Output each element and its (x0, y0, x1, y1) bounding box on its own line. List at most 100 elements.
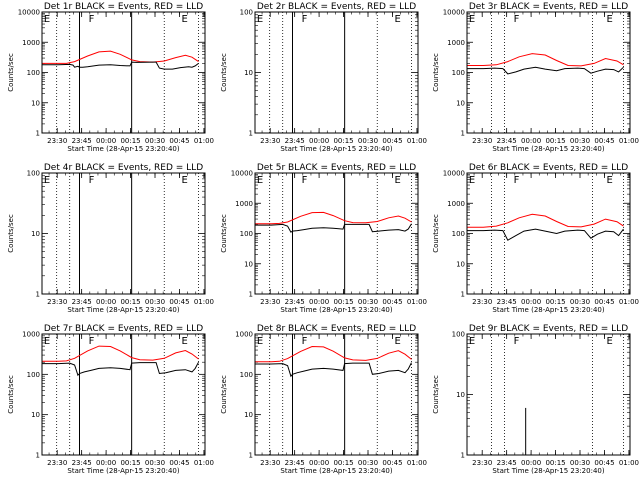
marker-e: E (607, 336, 613, 347)
marker-e: E (395, 14, 401, 25)
x-tick-label: 01:00 (619, 137, 639, 145)
y-tick-label: 10000 (231, 170, 253, 178)
x-tick-label: 01:00 (407, 459, 427, 467)
marker-f: F (302, 175, 308, 186)
x-axis-label: Start Time (28-Apr-15 23:20:40) (492, 306, 604, 314)
series-lld-line (42, 345, 199, 362)
marker-e: E (257, 336, 263, 347)
plot-frame (41, 11, 206, 134)
y-tick-label: 1 (461, 130, 465, 138)
marker-e: E (607, 14, 613, 25)
panel-title: Det 1r BLACK = Events, RED = LLD (44, 2, 203, 12)
marker-e: E (257, 175, 263, 186)
x-tick-label: 23:30 (260, 137, 280, 145)
panel-title: Det 4r BLACK = Events, RED = LLD (44, 163, 203, 173)
marker-e: E (182, 14, 188, 25)
x-tick-label: 00:00 (309, 459, 329, 467)
x-tick-label: 23:45 (285, 459, 305, 467)
marker-e: E (469, 336, 475, 347)
y-tick-label: 1 (249, 130, 253, 138)
x-tick-label: 23:30 (47, 459, 67, 467)
y-tick-label: 1000 (447, 200, 465, 208)
y-tick-label: 10 (456, 99, 465, 107)
panel-8: Det 8r BLACK = Events, RED = LLD 1 10 100 10… (220, 324, 427, 475)
y-tick-label: 100 (27, 371, 40, 379)
x-axis-label: Start Time (28-Apr-15 23:20:40) (67, 306, 179, 314)
marker-e: E (44, 14, 50, 25)
marker-f: F (302, 336, 308, 347)
y-tick-label: 100 (240, 230, 253, 238)
marker-e: E (395, 175, 401, 186)
panel-title: Det 6r BLACK = Events, RED = LLD (469, 163, 628, 173)
x-tick-label: 23:30 (472, 298, 492, 306)
panel-title: Det 3r BLACK = Events, RED = LLD (469, 2, 628, 12)
x-tick-label: 23:45 (72, 137, 92, 145)
y-axis-label: Counts/sec (7, 214, 15, 253)
panel-1: Det 1r BLACK = Events, RED = LLD 1 10 100 10… (7, 2, 214, 153)
y-axis-label: Counts/sec (220, 214, 228, 253)
marker-f: F (514, 175, 520, 186)
y-tick-label: 1000 (235, 331, 253, 339)
x-tick-label: 01:00 (619, 298, 639, 306)
y-tick-label: 1000 (235, 200, 253, 208)
y-tick-label: 10 (244, 260, 253, 268)
marker-e: E (257, 14, 263, 25)
series-events-line (467, 66, 624, 75)
series-lld-line (467, 53, 624, 67)
x-axis-label: Start Time (28-Apr-15 23:20:40) (280, 145, 392, 153)
x-tick-label: 00:30 (570, 459, 590, 467)
y-tick-label: 1 (249, 452, 253, 460)
x-tick-label: 00:00 (521, 137, 541, 145)
plot-frame (466, 11, 631, 134)
x-tick-label: 00:15 (545, 459, 565, 467)
plot-frame (254, 11, 419, 134)
panel-title: Det 7r BLACK = Events, RED = LLD (44, 324, 203, 334)
plot-frame (254, 172, 419, 295)
x-tick-label: 00:45 (382, 459, 402, 467)
panel-7: Det 7r BLACK = Events, RED = LLD 1 10 100 10… (7, 324, 214, 475)
x-tick-label: 01:00 (194, 459, 214, 467)
panel-5: Det 5r BLACK = Events, RED = LLD 1 10 100 10… (220, 163, 427, 314)
x-tick-label: 00:30 (358, 459, 378, 467)
x-tick-label: 00:15 (333, 298, 353, 306)
series-events-line (467, 228, 624, 241)
panel-title: Det 2r BLACK = Events, RED = LLD (257, 2, 416, 12)
x-tick-label: 23:45 (497, 459, 517, 467)
marker-f: F (514, 14, 520, 25)
y-tick-label: 100 (452, 331, 465, 339)
panel-3: Det 3r BLACK = Events, RED = LLD 1 10 100 10… (432, 2, 639, 153)
y-tick-label: 1 (249, 291, 253, 299)
series-lld-line (42, 50, 199, 64)
marker-f: F (302, 14, 308, 25)
marker-e: E (44, 336, 50, 347)
plot-frame (41, 172, 206, 295)
x-tick-label: 00:00 (96, 298, 116, 306)
x-tick-label: 00:00 (309, 137, 329, 145)
y-axis-label: Counts/sec (432, 375, 440, 414)
plot-frame (254, 333, 419, 456)
x-axis-label: Start Time (28-Apr-15 23:20:40) (67, 467, 179, 475)
plot-frame (466, 172, 631, 295)
y-tick-label: 100 (27, 69, 40, 77)
x-tick-label: 00:30 (570, 137, 590, 145)
y-tick-label: 1000 (22, 39, 40, 47)
y-axis-label: Counts/sec (432, 53, 440, 92)
y-tick-label: 100 (27, 170, 40, 178)
x-tick-label: 00:45 (382, 137, 402, 145)
x-tick-label: 00:00 (521, 459, 541, 467)
x-tick-label: 00:15 (333, 459, 353, 467)
x-tick-label: 00:45 (594, 298, 614, 306)
x-tick-label: 00:00 (521, 298, 541, 306)
x-tick-label: 00:15 (120, 459, 140, 467)
x-axis-label: Start Time (28-Apr-15 23:20:40) (280, 306, 392, 314)
marker-f: F (514, 336, 520, 347)
y-tick-label: 100 (452, 230, 465, 238)
marker-f: F (89, 336, 95, 347)
y-tick-label: 1 (36, 130, 40, 138)
x-tick-label: 23:30 (260, 298, 280, 306)
y-axis-label: Counts/sec (220, 53, 228, 92)
x-tick-label: 01:00 (407, 298, 427, 306)
panel-6: Det 6r BLACK = Events, RED = LLD 1 10 100 10… (432, 163, 639, 314)
series-events-line (255, 362, 412, 378)
